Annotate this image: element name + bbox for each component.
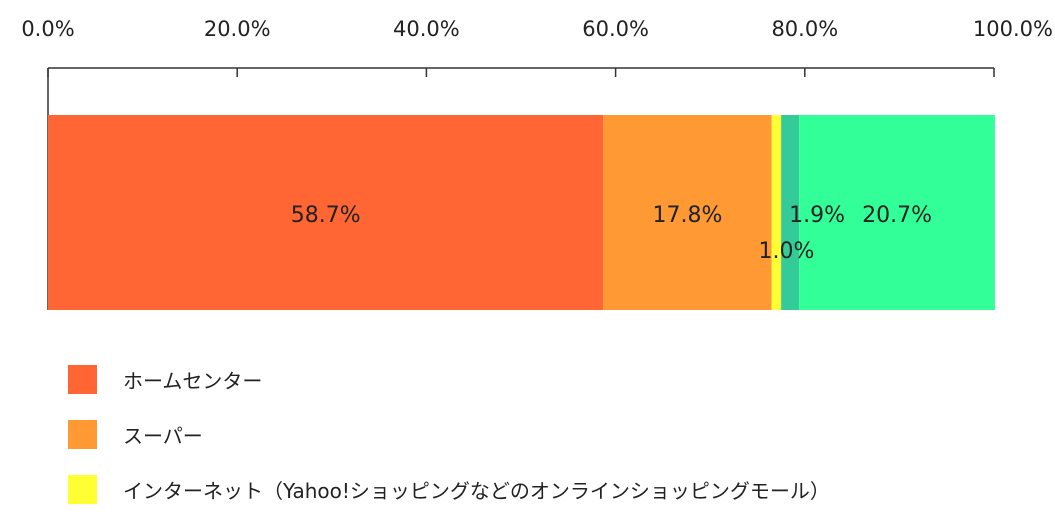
legend: ホームセンター スーパー インターネット（Yahoo!ショッピングなどのオンライ…: [68, 364, 830, 529]
bar-segment: [799, 115, 995, 310]
legend-swatch-internet: [68, 474, 97, 504]
x-tick-label: 100.0%: [973, 17, 1053, 41]
stacked-bar-chart: 0.0% 20.0% 40.0% 60.0% 80.0% 100.0% 58.7% 17.8…: [21, 17, 1053, 310]
legend-label-internet: インターネット（Yahoo!ショッピングなどのオンラインショッピングモール）: [123, 478, 830, 503]
x-tick-label: 0.0%: [21, 17, 74, 41]
data-label: 1.9%: [789, 203, 845, 228]
x-axis: 0.0% 20.0% 40.0% 60.0% 80.0% 100.0%: [21, 17, 1053, 310]
legend-item-supermarket: スーパー: [68, 419, 830, 449]
data-labels: 58.7% 17.8% 1.0% 1.9% 20.7%: [291, 203, 932, 264]
data-label: 58.7%: [291, 203, 361, 228]
bar-segment: [48, 115, 604, 310]
data-label: 17.8%: [653, 203, 723, 228]
bar-segment: [771, 115, 782, 310]
x-tick-label: 20.0%: [204, 17, 271, 41]
legend-item-internet: インターネット（Yahoo!ショッピングなどのオンラインショッピングモール）: [68, 474, 830, 504]
x-tick-label: 40.0%: [393, 17, 460, 41]
legend-swatch-supermarket: [68, 419, 97, 449]
data-label: 1.0%: [758, 239, 814, 264]
bar-segments: [48, 115, 995, 310]
data-label: 20.7%: [862, 203, 932, 228]
legend-swatch-home-center: [68, 364, 97, 394]
bar-segment: [781, 115, 800, 310]
x-tick-label: 80.0%: [771, 17, 838, 41]
legend-item-home-center: ホームセンター: [68, 364, 830, 394]
legend-label-supermarket: スーパー: [123, 423, 203, 448]
legend-label-home-center: ホームセンター: [123, 368, 263, 393]
bar-segment: [603, 115, 772, 310]
x-tick-label: 60.0%: [582, 17, 649, 41]
